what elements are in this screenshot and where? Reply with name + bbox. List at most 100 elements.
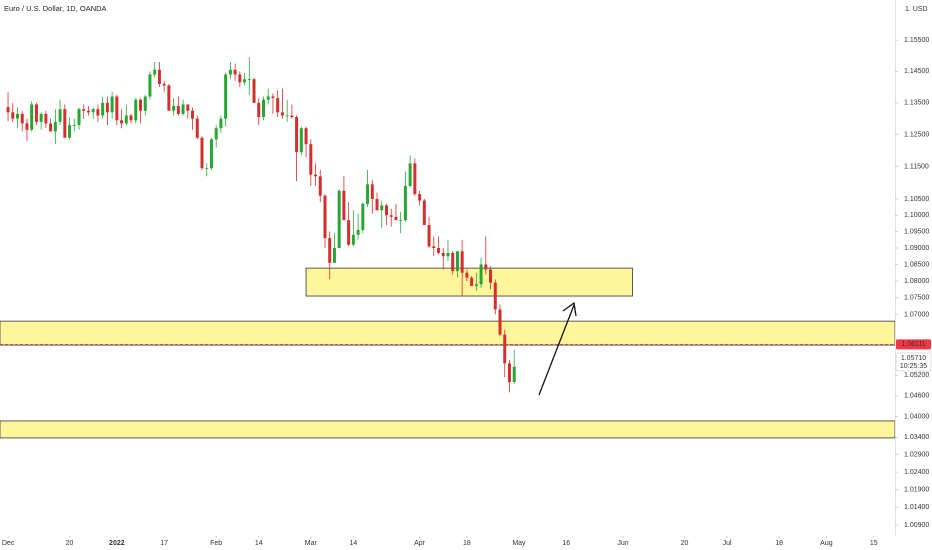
- arrow-head: [562, 301, 577, 317]
- candle-body: [214, 128, 218, 140]
- candle-body: [356, 229, 360, 235]
- candle-body: [129, 115, 133, 121]
- candle-body: [332, 247, 336, 263]
- y-tick-label: 1.09000: [904, 245, 929, 252]
- candle-body: [86, 110, 90, 113]
- x-tick-label: 20: [66, 540, 74, 547]
- candle-body: [82, 109, 86, 111]
- candle-body: [30, 104, 34, 130]
- candle-body: [266, 96, 270, 100]
- candle-body: [323, 195, 327, 239]
- y-tick-label: 1.11500: [904, 163, 929, 170]
- y-tick-label: 1.13500: [904, 100, 929, 107]
- candle-body: [16, 113, 20, 119]
- zone: [0, 420, 896, 439]
- y-tick-label: 1.07500: [904, 295, 929, 302]
- candle-body: [403, 185, 407, 221]
- x-tick-label: 18: [775, 540, 783, 547]
- candle-body: [418, 194, 422, 201]
- candle-body: [39, 113, 43, 122]
- candle-body: [243, 79, 247, 83]
- candle-body: [219, 118, 223, 129]
- candle-body: [91, 109, 95, 113]
- y-tick-label: 1.10000: [904, 212, 929, 219]
- candle-body: [389, 215, 393, 217]
- candle-body: [25, 123, 29, 130]
- candle-body: [77, 109, 81, 126]
- x-tick-label: Feb: [210, 540, 222, 547]
- candle-body: [451, 252, 455, 272]
- x-tick-label: Mar: [305, 540, 318, 547]
- horizontal-line-label: 1.06111: [901, 341, 925, 348]
- x-tick-label: May: [512, 540, 526, 547]
- candle-body: [498, 309, 502, 335]
- candle-body: [191, 110, 195, 119]
- y-tick-label: 1.10500: [904, 196, 929, 203]
- y-tick-label: 1.08500: [904, 261, 929, 268]
- candle-body: [138, 99, 142, 111]
- candle-body: [437, 247, 441, 253]
- candle-body: [167, 85, 171, 111]
- arrow-shaft: [538, 304, 575, 396]
- candle-body: [342, 190, 346, 221]
- candle-body: [384, 205, 388, 216]
- x-tick-label: Dec: [2, 540, 15, 547]
- candle-body: [465, 272, 469, 278]
- candle-body: [432, 246, 436, 248]
- candle-body: [446, 252, 450, 257]
- y-tick-label: 1.04000: [904, 413, 929, 420]
- candle-body: [474, 284, 478, 287]
- y-tick-label: 1.02900: [904, 451, 929, 458]
- candle-body: [309, 144, 313, 175]
- candle-body: [58, 109, 62, 122]
- x-tick-label: 16: [562, 540, 570, 547]
- candle-body: [153, 69, 157, 75]
- candle-body: [337, 190, 341, 248]
- candle-body: [101, 102, 105, 116]
- candles: [6, 57, 516, 393]
- candle-body: [370, 184, 374, 199]
- candle-body: [20, 113, 24, 124]
- candle-body: [72, 125, 76, 126]
- y-tick-label: 1.02400: [904, 469, 929, 476]
- candle-body: [200, 137, 204, 169]
- candle-body: [413, 163, 417, 195]
- x-tick-label: 15: [870, 540, 878, 547]
- y-tick-label: 1.08000: [904, 278, 929, 285]
- y-tick-label: 1.05200: [904, 372, 929, 379]
- x-tick-label: Apr: [414, 540, 426, 547]
- candle-body: [96, 109, 100, 116]
- candle-body: [366, 184, 370, 204]
- candle-body: [134, 99, 138, 121]
- candle-body: [105, 102, 109, 113]
- candle-body: [209, 139, 213, 169]
- candle-body: [314, 174, 318, 177]
- x-tick-label: 2022: [109, 540, 125, 547]
- y-tick-label: 1.07000: [904, 311, 929, 318]
- y-tick-label: 1.15500: [904, 37, 929, 44]
- candle-body: [351, 234, 355, 245]
- x-tick-label: 17: [160, 540, 168, 547]
- candle-body: [162, 83, 166, 86]
- zones: [0, 267, 896, 439]
- candle-body: [205, 168, 209, 170]
- horizontal-line-label-box: [896, 339, 931, 350]
- candle-body: [186, 104, 190, 111]
- candle-body: [460, 251, 464, 273]
- candle-body: [143, 96, 147, 111]
- candle-body: [271, 96, 275, 99]
- candle-body: [441, 252, 445, 257]
- x-tick-label: 14: [255, 540, 263, 547]
- candle-body: [63, 109, 67, 138]
- last-price-label: 1.05710: [901, 355, 926, 362]
- candle-body: [172, 105, 176, 111]
- candle-body: [427, 225, 431, 247]
- candle-body: [299, 128, 303, 153]
- candle-body: [11, 112, 15, 119]
- candle-body: [115, 96, 119, 121]
- y-tick-label: 1.14500: [904, 68, 929, 75]
- candle-body: [261, 99, 265, 118]
- y-tick-label: 1.01900: [904, 486, 929, 493]
